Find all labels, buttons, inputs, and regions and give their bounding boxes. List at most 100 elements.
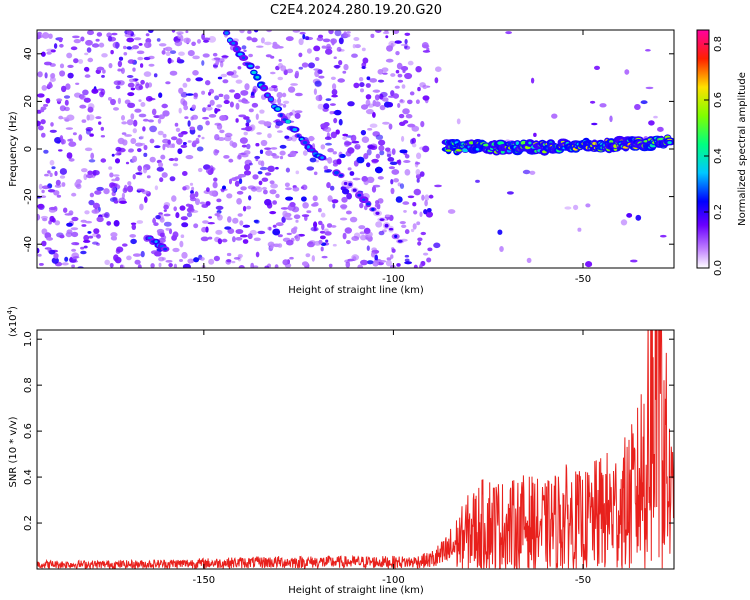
spectrogram-descending-trace — [302, 141, 308, 145]
spectrogram-speckle — [126, 75, 134, 78]
spectrogram-speckle — [207, 222, 215, 225]
spectrogram-speckle — [82, 89, 89, 96]
spectrogram-speckle — [374, 101, 381, 107]
spectrogram-speckle — [182, 82, 188, 88]
spectrogram-speckle — [104, 259, 110, 265]
spectrogram-speckle — [200, 236, 209, 242]
spectrogram-speckle — [330, 185, 335, 191]
spectrogram-speckle — [61, 262, 69, 266]
snr-scale-label: (x104) — [6, 306, 19, 337]
spectrogram-speckle — [128, 149, 134, 153]
spectrogram-speckle — [96, 216, 104, 223]
spectrogram-speckle — [564, 206, 572, 210]
spectrogram-descending-trace — [296, 134, 300, 138]
spectrogram-speckle — [41, 185, 50, 190]
spectrogram-speckle — [54, 220, 61, 226]
spectrogram-speckle — [423, 252, 429, 256]
spectrogram-speckle — [208, 114, 217, 118]
spectrogram-speckle — [331, 225, 337, 228]
spectrogram-speckle — [419, 82, 426, 88]
spectrogram-speckle — [245, 122, 250, 127]
spectrogram-speckle — [645, 49, 651, 52]
spectrogram-speckle — [272, 224, 277, 228]
spectrogram-speckle — [201, 60, 205, 66]
spectrogram-speckle — [359, 82, 365, 88]
spectrogram-speckle — [37, 120, 41, 127]
spectrogram-speckle — [101, 53, 108, 58]
spectrogram-speckle — [264, 199, 272, 206]
spectrogram-speckle — [212, 52, 218, 57]
spectrogram-speckle — [98, 42, 105, 48]
spectrogram-speckle — [40, 108, 45, 113]
spectrogram-speckle — [131, 224, 136, 230]
spectrogram-speckle — [394, 85, 400, 89]
spectrogram-speckle — [182, 263, 191, 268]
spectrogram-speckle — [389, 264, 396, 268]
spectrogram-speckle — [90, 152, 95, 160]
spectrogram-speckle — [360, 234, 367, 241]
spectrogram-speckle — [247, 30, 252, 34]
spectrogram-speckle — [324, 170, 332, 173]
spectrogram-speckle — [47, 170, 51, 174]
spectrogram-speckle — [435, 66, 442, 72]
spectrogram-panel: -150 -100 -50 -40 -20 0 20 40 Height of straigh… — [8, 29, 675, 296]
spectrogram-speckle — [63, 95, 71, 99]
colorbar: 0.0 0.2 0.4 0.6 0.8 Normalized spectral ampl… — [696, 29, 748, 276]
spectrogram-speckle — [242, 205, 247, 212]
spectrogram-speckle — [197, 124, 203, 131]
spectrogram-speckle — [202, 220, 209, 224]
spectrogram-speckle — [360, 88, 364, 93]
spectrogram-speckle — [221, 238, 228, 243]
spectrogram-speckle — [403, 120, 409, 124]
spectrogram-speckle — [395, 196, 403, 203]
spectrogram-speckle — [154, 185, 159, 191]
spectrogram-speckle — [226, 259, 232, 263]
spectrogram-speckle — [219, 129, 225, 134]
spectrogram-speckle — [323, 165, 328, 170]
spectrogram-speckle — [122, 187, 128, 194]
spectrogram-speckle — [163, 204, 169, 210]
spectrogram-speckle — [86, 47, 92, 53]
spectrogram-strong-trace — [515, 141, 520, 145]
spectrogram-speckle — [417, 241, 422, 246]
spectrogram-speckle — [255, 113, 259, 120]
spectrogram-speckle — [85, 128, 91, 135]
colorbar-ticks: 0.0 0.2 0.4 0.6 0.8 — [704, 36, 724, 276]
spectrogram-speckle — [205, 226, 209, 233]
spectrogram-speckle — [137, 56, 144, 61]
spectrogram-speckle — [366, 148, 372, 156]
spectrogram-speckle — [412, 143, 417, 148]
spectrogram-speckle — [83, 66, 90, 72]
spectrogram-speckle — [136, 220, 144, 224]
spectrogram-speckle — [243, 49, 247, 52]
spectrogram-y-label: Frequency (Hz) — [8, 111, 19, 187]
spectrogram-speckle — [191, 41, 196, 46]
spectrogram-speckle — [322, 38, 331, 43]
spectrogram-speckle — [72, 35, 80, 39]
spectrogram-speckle — [411, 125, 420, 132]
spectrogram-speckle — [59, 43, 64, 48]
spectrogram-speckle — [243, 131, 248, 136]
spectrogram-speckle — [285, 187, 292, 191]
spectrogram-tail-trace — [348, 182, 353, 187]
spectrogram-speckle — [246, 143, 251, 150]
spectrogram-speckle — [324, 136, 332, 140]
spectrogram-speckle — [346, 210, 352, 215]
spectrogram-speckle — [223, 155, 230, 159]
spectrogram-speckle — [137, 165, 142, 172]
spectrogram-speckle — [69, 256, 73, 263]
spectrogram-speckle — [127, 59, 135, 64]
spectrogram-speckle — [346, 192, 352, 200]
spectrogram-speckle — [228, 158, 234, 163]
spectrogram-speckle — [382, 121, 390, 125]
spectrogram-speckle — [378, 139, 386, 146]
spectrogram-speckle — [300, 186, 305, 189]
spectrogram-speckle — [71, 216, 79, 222]
spectrogram-speckle — [48, 33, 53, 39]
spectrogram-speckle — [217, 137, 225, 141]
spectrogram-speckle — [413, 210, 418, 215]
spectrogram-speckle — [407, 195, 415, 199]
spectrogram-speckle — [217, 76, 223, 80]
spectrogram-descending-trace — [275, 107, 281, 111]
spectrogram-speckle — [190, 190, 194, 195]
